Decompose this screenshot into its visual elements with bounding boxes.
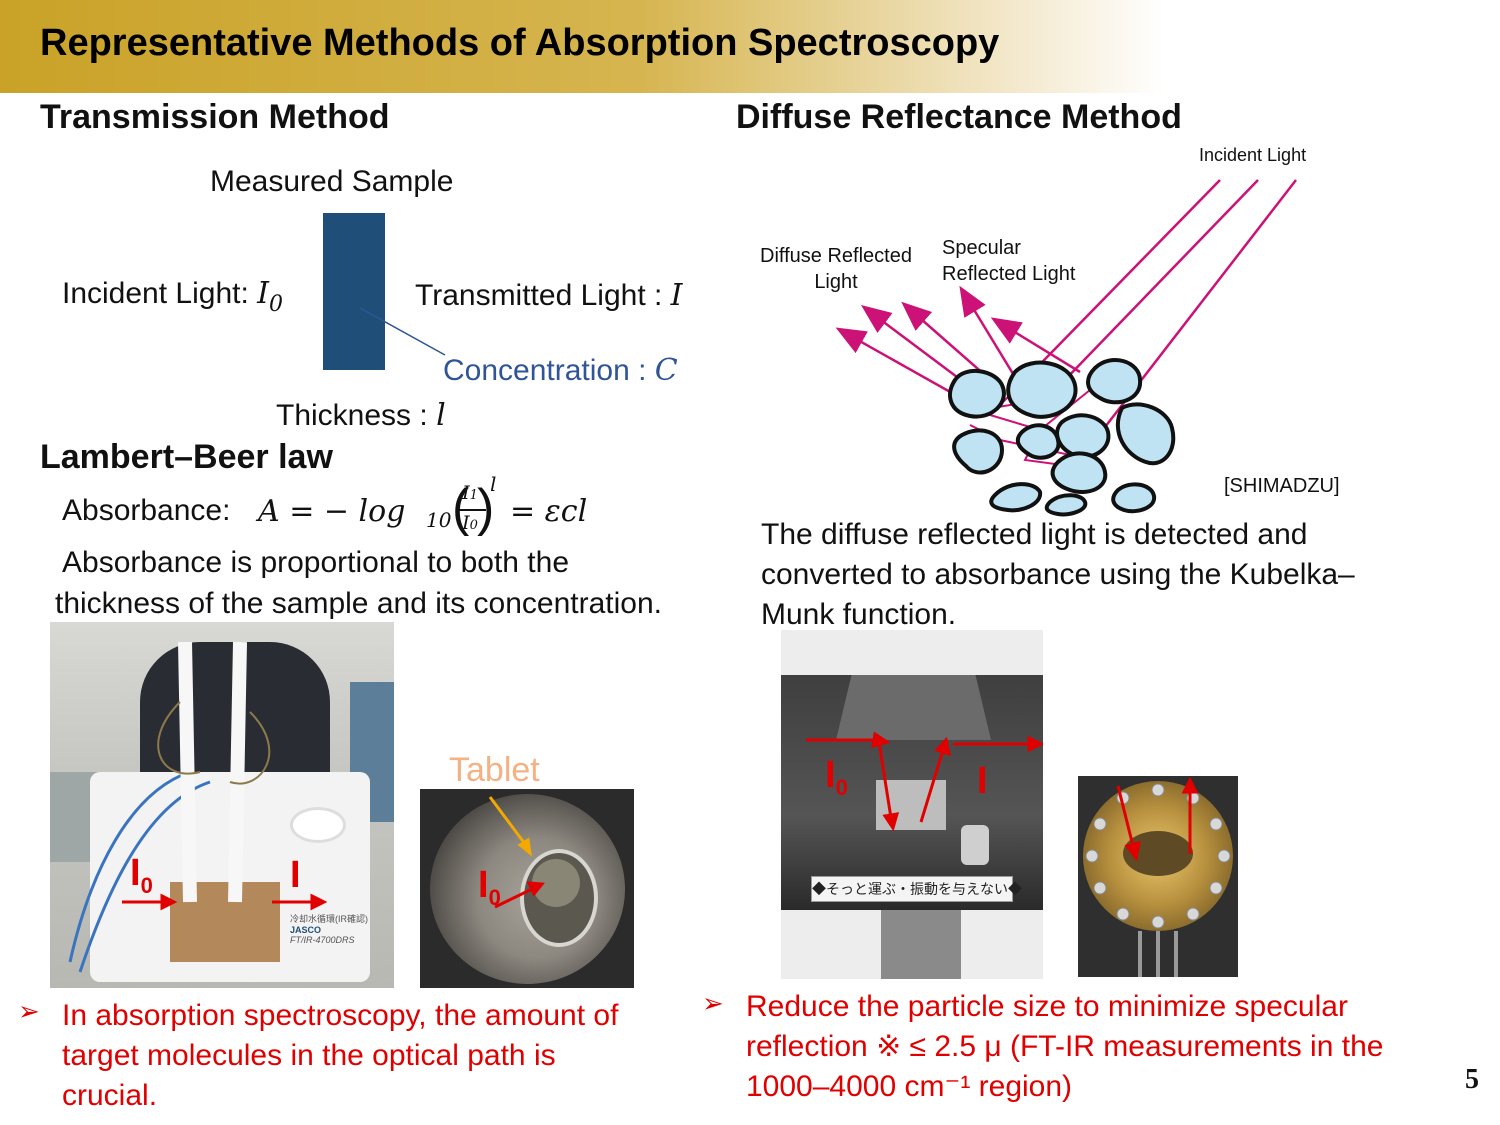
diffuse-reflected-line1: Diffuse Reflected	[760, 245, 912, 267]
thickness-text: Thickness :	[276, 399, 437, 432]
insulated-lines	[178, 641, 247, 903]
mirror-housing	[836, 675, 991, 740]
left-bullet-line1: In absorption spectroscopy, the amount o…	[62, 999, 619, 1032]
right-bullet-text: Reduce the particle size to minimize spe…	[746, 987, 1383, 1107]
left-bullet-line3: crucial.	[62, 1079, 158, 1112]
right-bullet-line1: Reduce the particle size to minimize spe…	[746, 990, 1348, 1023]
spectrometer-text-2: FT/IR-4700DRS	[290, 935, 355, 945]
formula-denominator: I0	[452, 512, 488, 534]
photo1-arrows	[122, 893, 328, 911]
diffuse-reflected-line2: Light	[814, 271, 858, 293]
photo2-i0-label: I0	[478, 864, 501, 911]
support-rods	[1138, 931, 1178, 977]
left-bullet-line2: target molecules in the optical path is	[62, 1039, 556, 1072]
concentration-text: Concentration :	[443, 354, 655, 387]
diffuse-description-line2: converted to absorbance using the Kubelk…	[761, 558, 1355, 591]
thickness-label: Thickness : l	[276, 398, 446, 433]
formula-denominator-symbol: I	[462, 512, 470, 534]
instrument-caption: ◆そっと運ぶ・振動を与えない◆	[811, 876, 1022, 902]
incident-light-subscript: 0	[269, 292, 283, 317]
formula-close-paren: )	[477, 479, 495, 537]
photo1-i-label: I	[290, 854, 301, 896]
photo2-arrows	[488, 796, 545, 909]
right-bullet-line3: 1000–4000 cm⁻¹ region)	[746, 1070, 1073, 1103]
transmission-setup-photo: 冷却水循環(IR確認) JASCO FT/IR-4700DRS I0 I	[50, 622, 394, 988]
diffuse-reflectance-diagram	[835, 179, 1297, 517]
photo4-arrows	[1116, 776, 1199, 862]
photo3-arrows	[806, 731, 1043, 832]
diffuse-accessory-photo: ◆そっと運ぶ・振動を与えない◆ I0 I	[781, 630, 1043, 979]
sample-holder-photo	[1078, 776, 1238, 977]
photo2-i0-symbol: I	[478, 864, 489, 906]
incident-light-symbol: I	[257, 276, 269, 311]
concentration-symbol: C	[654, 353, 678, 388]
formula-lhs: A = − log	[258, 494, 406, 529]
formula-rhs: = εcl	[510, 494, 588, 529]
left-bullet-text: In absorption spectroscopy, the amount o…	[62, 996, 618, 1116]
photo3-i0-subscript: 0	[835, 775, 848, 800]
transmitted-light-symbol: I	[670, 278, 683, 313]
absorbance-label: Absorbance:	[62, 494, 231, 527]
specular-line2: Reflected Light	[942, 263, 1076, 285]
tablet-label: Tablet	[449, 751, 540, 789]
specular-line1: Specular	[942, 237, 1021, 259]
sample-block	[323, 213, 385, 370]
thickness-symbol: l	[436, 398, 446, 433]
incident-light-annotation: Incident Light	[1199, 145, 1307, 165]
incident-light-label: Incident Light: I0	[62, 276, 283, 317]
diffuse-description-line3: Munk function.	[761, 598, 957, 631]
measured-sample-label: Measured Sample	[210, 165, 454, 198]
photo4-overlay	[1085, 776, 1231, 977]
photo1-i0-subscript: 0	[140, 873, 153, 898]
powder-particles	[948, 358, 1176, 517]
formula-log-base: 10	[426, 508, 452, 532]
diffuse-reflected-annotation: Diffuse Reflected Light	[752, 243, 920, 295]
page-number: 5	[1465, 1064, 1479, 1095]
source-citation: [SHIMADZU]	[1224, 475, 1340, 497]
transmitted-light-text: Transmitted Light :	[415, 279, 671, 312]
lambert-beer-description-line1: Absorbance is proportional to both the	[62, 546, 569, 579]
formula-open-paren: (	[452, 479, 470, 537]
formula-numerator-subscript: 1	[469, 488, 478, 503]
formula-fraction-bar	[456, 509, 486, 511]
accessory-base	[881, 910, 961, 979]
diffuse-heading: Diffuse Reflectance Method	[736, 98, 1182, 136]
photo2-i0-subscript: 0	[488, 885, 501, 910]
lambert-beer-description-line2: thickness of the sample and its concentr…	[55, 587, 663, 620]
photo3-i0-symbol: I	[825, 754, 836, 796]
screws	[1085, 783, 1231, 929]
diffuse-description-line1: The diffuse reflected light is detected …	[761, 518, 1308, 551]
formula-numerator-symbol: I	[462, 482, 470, 504]
concentration-pointer-line	[359, 307, 446, 356]
sample-cup	[961, 825, 989, 865]
incident-light-text: Incident Light:	[62, 277, 258, 310]
transmitted-light-label: Transmitted Light : I	[415, 278, 683, 313]
right-bullet-marker: ➢	[702, 988, 724, 1018]
cables	[157, 701, 271, 785]
tablet-closeup-photo: I0	[420, 789, 634, 988]
specular-reflected-annotation: Specular Reflected Light	[942, 235, 1075, 287]
tubing-overlay	[68, 641, 328, 973]
left-bullet-marker: ➢	[18, 996, 40, 1026]
transmission-heading: Transmission Method	[40, 98, 390, 136]
formula-numerator: I1	[452, 482, 488, 504]
photo3-i-label: I	[977, 760, 988, 802]
sample-port	[290, 807, 346, 843]
spectrometer-text-1: JASCO	[290, 925, 322, 935]
lambert-beer-heading: Lambert–Beer law	[40, 438, 333, 476]
slide-title: Representative Methods of Absorption Spe…	[40, 22, 1000, 64]
formula-denominator-subscript: 0	[469, 518, 478, 533]
title-banner	[0, 0, 1165, 93]
photo1-i0-label: I0	[130, 852, 153, 899]
photo1-i0-symbol: I	[130, 852, 141, 894]
spectrometer-text-3: 冷却水循環(IR確認)	[290, 914, 368, 924]
formula-exponent: l	[490, 472, 497, 496]
right-bullet-line2: reflection ※ ≤ 2.5 μ (FT-IR measurements…	[746, 1030, 1384, 1063]
spectrometer-model-label: 冷却水循環(IR確認) JASCO FT/IR-4700DRS	[290, 912, 368, 945]
photo3-i0-label: I0	[825, 754, 848, 801]
concentration-label: Concentration : C	[443, 353, 678, 388]
